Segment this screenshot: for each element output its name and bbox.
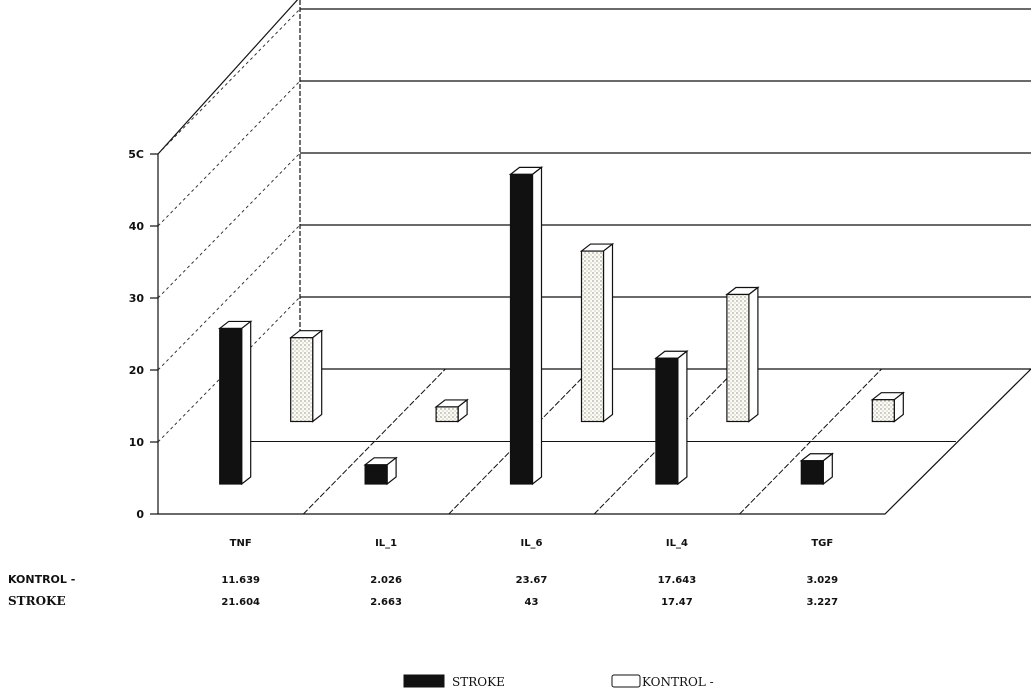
bar-front xyxy=(509,173,534,485)
bar-front xyxy=(219,327,243,485)
table-cell: 3.227 xyxy=(806,597,838,608)
bar-side xyxy=(677,349,688,486)
legend-label-stroke: STROKE xyxy=(452,675,505,689)
bar-kontrol-il_6 xyxy=(579,242,615,423)
bar-kontrol-tnf xyxy=(288,329,324,423)
table-cell: 2.663 xyxy=(370,597,402,608)
table-cell: 2.026 xyxy=(370,575,402,586)
bar-front xyxy=(364,464,388,485)
gridline-side xyxy=(157,152,301,299)
table-cell: 17.47 xyxy=(661,597,693,608)
bar-stroke-tnf xyxy=(217,320,253,486)
bar-front xyxy=(655,357,679,485)
table-cell: 17.643 xyxy=(658,575,697,586)
bar-stroke-il_6 xyxy=(508,166,544,486)
bar-front xyxy=(290,337,314,423)
table-cell: 23.67 xyxy=(516,575,548,586)
table-cell: 43 xyxy=(525,597,539,608)
gridline-side xyxy=(157,296,301,443)
y-tick-label: 40 xyxy=(129,220,145,233)
x-tick-label: TNF xyxy=(230,538,252,549)
legend-swatch-stroke xyxy=(403,674,445,688)
table-row-label: STROKE xyxy=(8,594,66,608)
y-tick-label: 10 xyxy=(129,436,145,449)
gridline-side xyxy=(157,8,301,155)
bar-side xyxy=(748,286,759,423)
y-tick-label: 5C xyxy=(128,148,144,161)
table-cell: 11.639 xyxy=(221,575,260,586)
bar-front xyxy=(726,293,750,423)
table-cell: 21.604 xyxy=(221,597,260,608)
legend-label-kontrol: KONTROL - xyxy=(642,675,714,689)
y-tick-label: 0 xyxy=(136,508,144,521)
gridline-side xyxy=(157,80,301,227)
y-tick-label: 20 xyxy=(129,364,145,377)
x-tick-label: IL_6 xyxy=(520,538,542,549)
bar-side xyxy=(241,320,252,486)
left-wall-top xyxy=(157,0,299,155)
chart-bars xyxy=(217,166,906,486)
bar-side xyxy=(531,166,543,486)
chart-labels: 0 10 20 30 40 5C TNF IL_1 IL_6 IL_4 TGF KONTROL - 11… xyxy=(8,148,838,689)
x-tick-label: TGF xyxy=(811,538,833,549)
legend-swatch-kontrol xyxy=(611,674,641,688)
bar-kontrol-tgf xyxy=(870,391,906,423)
table-row-label: KONTROL - xyxy=(8,573,75,586)
bar-stroke-il_4 xyxy=(654,349,689,486)
bar-stroke-tgf xyxy=(799,452,835,486)
table-cell: 3.029 xyxy=(806,575,838,586)
y-tick-label: 30 xyxy=(129,292,145,305)
bar-front xyxy=(580,250,605,423)
gridline-side xyxy=(157,224,301,371)
bar-front xyxy=(435,406,459,423)
bar-side xyxy=(312,329,323,423)
bar-kontrol-il_4 xyxy=(725,286,760,423)
bar-side xyxy=(602,242,614,423)
bar-front xyxy=(871,399,895,423)
x-tick-label: IL_1 xyxy=(375,538,397,549)
x-tick-label: IL_4 xyxy=(666,538,688,549)
bar-front xyxy=(800,460,824,485)
bar-kontrol-il_1 xyxy=(434,398,469,423)
bar-stroke-il_1 xyxy=(363,456,398,486)
